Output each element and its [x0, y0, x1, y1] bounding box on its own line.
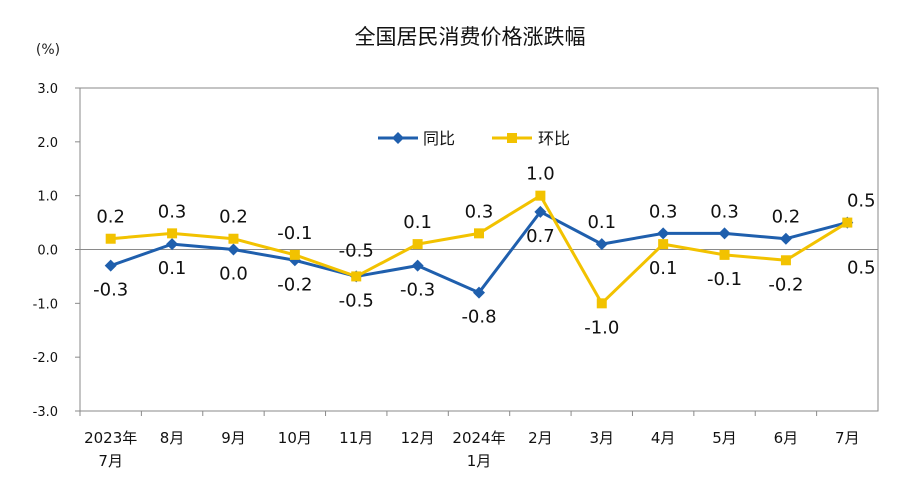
- data-label: 0.2: [772, 207, 801, 228]
- data-label: 0.1: [587, 212, 616, 233]
- x-tick-label: 2月: [528, 429, 553, 447]
- data-label: 0.7: [526, 226, 555, 247]
- x-tick-label: 3月: [589, 429, 614, 447]
- data-point: [167, 228, 178, 239]
- x-tick-label: 7月: [835, 429, 860, 447]
- y-tick-label: -1.0: [33, 297, 58, 312]
- data-point: [228, 233, 239, 244]
- data-point: [104, 259, 117, 272]
- data-label: -0.2: [277, 274, 312, 295]
- x-axis: 2023年 7月 8月 9月 10月 11月 12月 2024年 1月 2月 3月 4月 5月 6月 7月: [79, 411, 860, 470]
- data-point: [779, 232, 792, 245]
- data-label: 0.1: [158, 258, 187, 279]
- data-point: [473, 286, 485, 299]
- data-label: 0.2: [96, 207, 125, 228]
- y-tick-label: 3.0: [37, 82, 58, 97]
- data-label: -0.5: [339, 290, 374, 311]
- data-point: [719, 249, 730, 260]
- data-point: [289, 249, 300, 260]
- data-point: [658, 239, 669, 250]
- x-tick-label: 7月: [98, 452, 123, 470]
- data-point: [657, 227, 670, 240]
- x-tick-label: 5月: [712, 429, 737, 447]
- x-tick-label: 11月: [339, 429, 373, 447]
- x-tick-label: 8月: [160, 429, 185, 447]
- y-tick-label: -2.0: [33, 351, 58, 366]
- x-tick-label: 4月: [651, 429, 676, 447]
- data-label: 0.3: [465, 201, 494, 222]
- data-point: [412, 239, 423, 250]
- data-label: 1.0: [526, 164, 555, 185]
- data-label: -0.1: [707, 269, 742, 290]
- data-label: 0.3: [710, 201, 739, 222]
- data-label: -0.2: [768, 274, 803, 295]
- y-axis: 3.0 2.0 1.0 0.0 -1.0 -2.0 -3.0: [33, 82, 80, 420]
- x-tick-label: 1月: [467, 452, 492, 470]
- y-tick-label: -3.0: [33, 405, 58, 420]
- data-point: [474, 228, 484, 239]
- series-layer: -0.3 0.1 0.0 -0.2 -0.5 -0.3 -0.8 0.7 0.1 0.3 0.3 0.…: [93, 164, 875, 339]
- data-point: [535, 190, 546, 201]
- legend-label-yoy: 同比: [423, 129, 455, 148]
- x-tick-label: 2024年: [452, 429, 505, 447]
- data-point: [595, 238, 608, 251]
- x-tick-label: 12月: [401, 429, 435, 447]
- data-label: -0.5: [339, 240, 374, 261]
- chart-title: 全国居民消费价格涨跌幅: [355, 25, 586, 49]
- data-label: 0.1: [403, 212, 432, 233]
- legend-label-mom: 环比: [538, 129, 570, 148]
- y-axis-unit: (%): [36, 42, 60, 58]
- data-point: [166, 238, 179, 251]
- legend-marker-mom: [507, 133, 517, 143]
- y-tick-label: 1.0: [37, 190, 58, 205]
- data-label: -0.3: [400, 280, 435, 301]
- data-label: -0.3: [93, 280, 128, 301]
- x-tick-label: 2023年: [84, 429, 137, 447]
- data-label: 0.3: [158, 201, 187, 222]
- x-tick-label: 10月: [278, 429, 312, 447]
- data-label: 0.5: [847, 191, 876, 212]
- data-label: 0.2: [219, 207, 248, 228]
- y-tick-label: 2.0: [37, 136, 58, 151]
- data-point: [718, 227, 731, 240]
- data-point: [534, 205, 547, 218]
- data-label: -0.8: [461, 307, 496, 328]
- data-label: 0.5: [847, 258, 876, 279]
- data-point: [596, 298, 607, 309]
- y-tick-label: 0.0: [37, 244, 58, 259]
- data-point: [351, 271, 362, 282]
- data-point: [842, 217, 853, 228]
- legend-item-mom: 环比: [492, 129, 570, 148]
- data-label: 0.1: [649, 258, 678, 279]
- data-point: [105, 233, 116, 244]
- legend: 同比 环比: [378, 129, 570, 148]
- data-label: 0.0: [219, 264, 248, 285]
- x-tick-label: 9月: [221, 429, 246, 447]
- data-label: -0.1: [277, 223, 312, 244]
- data-label: 0.3: [649, 201, 678, 222]
- x-tick-label: 6月: [774, 429, 799, 447]
- data-label: -1.0: [584, 317, 619, 338]
- legend-item-yoy: 同比: [378, 129, 455, 148]
- data-point: [780, 255, 791, 266]
- legend-marker-yoy: [392, 132, 404, 144]
- data-point: [411, 259, 424, 272]
- data-point: [227, 243, 240, 256]
- series-mom: 0.2 0.3 0.2-0.1-0.50.10.31.0-1.00.1-0.1 -0.…: [96, 164, 875, 339]
